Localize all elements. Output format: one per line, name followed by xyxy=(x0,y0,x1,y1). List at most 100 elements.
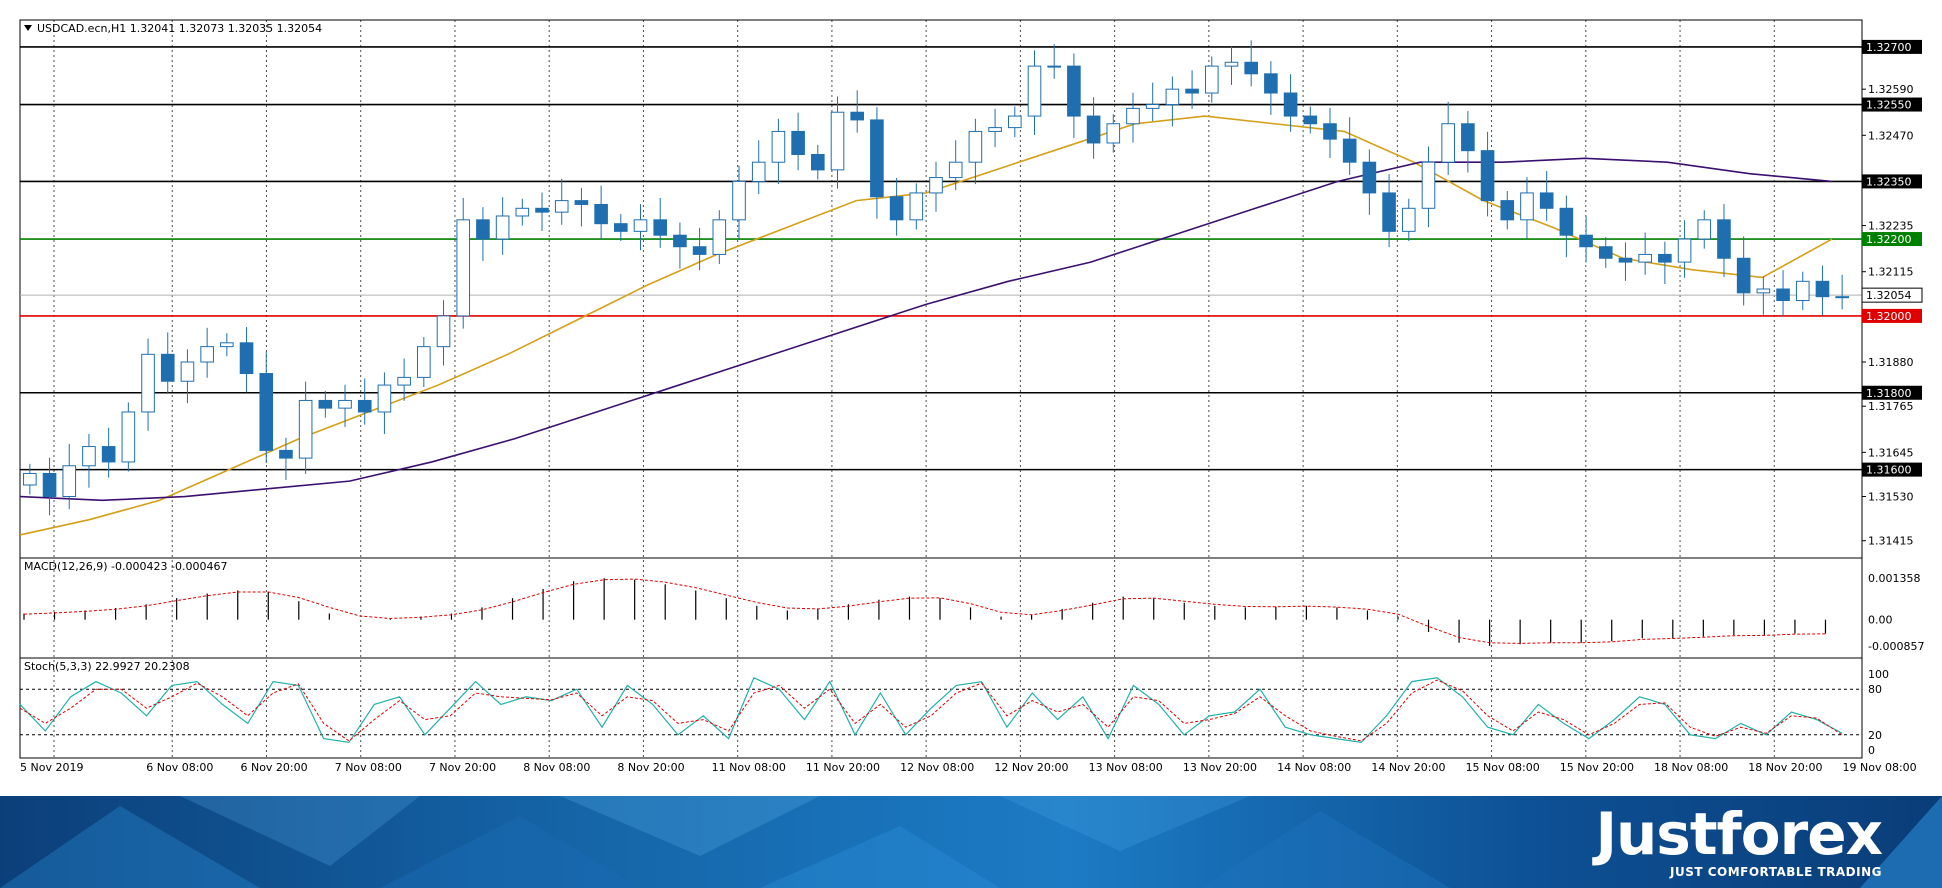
macd-label: MACD(12,26,9) -0.000423 -0.000467 xyxy=(24,560,227,573)
candle-up xyxy=(377,384,392,413)
candle-down xyxy=(692,246,707,255)
banner-decoration xyxy=(0,796,1942,888)
candle-up xyxy=(1401,207,1416,232)
candle-up xyxy=(1126,107,1140,125)
brand-name: Justforex xyxy=(1595,800,1883,868)
candle-up xyxy=(180,361,195,382)
candle-down xyxy=(811,154,825,171)
candle-up xyxy=(712,219,727,255)
price-tick-label: 1.32590 xyxy=(1868,83,1914,96)
time-tick-label: 19 Nov 08:00 xyxy=(1843,761,1917,774)
candle-down xyxy=(1579,234,1593,248)
candle-down xyxy=(614,223,628,232)
candle-up xyxy=(633,219,648,232)
stoch-tick-label: 100 xyxy=(1868,668,1889,681)
macd-signal-line xyxy=(23,578,1826,644)
candle-up xyxy=(1795,280,1810,302)
stoch-signal-line xyxy=(19,679,1843,742)
level-tag-label: 1.32350 xyxy=(1866,175,1912,188)
stoch-tick-label: 80 xyxy=(1868,683,1882,696)
time-tick-label: 12 Nov 08:00 xyxy=(900,761,974,774)
candle-up xyxy=(1638,253,1652,263)
candle-down xyxy=(870,119,884,198)
candle-down xyxy=(1539,192,1554,209)
candle-down xyxy=(1342,138,1357,163)
vertical-grid xyxy=(53,20,1775,758)
candle-up xyxy=(554,200,569,213)
candle-down xyxy=(1264,73,1278,94)
candle-up xyxy=(298,399,313,459)
candle-up xyxy=(1520,192,1534,221)
stochastic-indicator: 100 80 20 0 xyxy=(19,668,1889,757)
time-tick-label: 14 Nov 20:00 xyxy=(1371,761,1445,774)
candle-down xyxy=(1382,192,1396,232)
candle-down xyxy=(1244,61,1258,75)
level-tag xyxy=(1862,385,1922,400)
candle-up xyxy=(1047,65,1061,68)
candle-up xyxy=(338,399,352,409)
candle-up xyxy=(1441,123,1455,163)
candle-up xyxy=(23,472,37,486)
candle-down xyxy=(42,472,57,498)
candle-up xyxy=(1165,88,1180,106)
macd-tick-label: 0.00 xyxy=(1868,614,1893,627)
price-tick-labels: 1.32590 1.32470 1.32235 1.32115 1.31880 1.317… xyxy=(1862,83,1914,548)
candle-down xyxy=(1086,115,1101,144)
brand-banner xyxy=(0,796,1942,888)
time-tick-label: 13 Nov 20:00 xyxy=(1183,761,1257,774)
ma-slow-line xyxy=(19,157,1833,502)
candle-down xyxy=(889,196,904,221)
stoch-panel xyxy=(19,657,1863,759)
candle-up xyxy=(948,161,963,179)
level-tag xyxy=(1862,97,1922,112)
stoch-main-line xyxy=(19,676,1843,744)
level-tag xyxy=(1862,232,1922,247)
price-tick-label: 1.31415 xyxy=(1868,535,1914,548)
candle-down xyxy=(259,373,274,451)
level-tag-label: 1.31600 xyxy=(1866,464,1912,477)
brand-logo: Justforex JUST COMFORTABLE TRADING xyxy=(1595,796,1883,888)
candle-down xyxy=(1618,257,1633,263)
level-tag xyxy=(1862,174,1922,189)
candle-down xyxy=(1303,115,1318,125)
time-axis: 5 Nov 2019 6 Nov 08:00 6 Nov 20:00 7 Nov 08… xyxy=(20,761,1917,774)
candle-up xyxy=(1756,288,1771,294)
candle-up xyxy=(732,180,746,221)
macd-tick-label: -0.000857 xyxy=(1868,640,1924,653)
candle-up xyxy=(220,342,234,348)
candle-down xyxy=(535,207,549,213)
candle-down xyxy=(1283,92,1298,117)
candle-down xyxy=(1717,219,1731,259)
level-tag-label: 1.32000 xyxy=(1866,310,1912,323)
main-price-panel xyxy=(19,19,1863,559)
level-tag xyxy=(1862,308,1922,323)
macd-tick-label: 0.001358 xyxy=(1868,572,1921,585)
candle-up xyxy=(1421,161,1436,209)
price-tick-label: 1.32115 xyxy=(1868,266,1914,279)
dropdown-triangle-icon[interactable] xyxy=(24,25,32,31)
candle-down xyxy=(1559,207,1574,236)
candle-down xyxy=(673,234,687,248)
candle-down xyxy=(1461,123,1475,152)
time-tick-label: 7 Nov 08:00 xyxy=(335,761,402,774)
price-tick-label: 1.31880 xyxy=(1868,356,1914,369)
candle-up xyxy=(1224,61,1239,67)
current-price-label: 1.32054 xyxy=(1866,289,1912,302)
candle-up xyxy=(988,127,1002,132)
candle-up xyxy=(1835,296,1849,299)
time-tick-label: 14 Nov 08:00 xyxy=(1277,761,1351,774)
candle-up xyxy=(495,215,510,240)
candle-up xyxy=(909,192,924,221)
price-tick-label: 1.32235 xyxy=(1868,220,1914,233)
horizontal-levels: 1.32700 1.32550 1.32350 1.32200 1.32000 1.318… xyxy=(20,39,1923,477)
candle-up xyxy=(62,465,77,498)
candle-down xyxy=(476,219,490,240)
time-tick-label: 15 Nov 20:00 xyxy=(1560,761,1634,774)
candle-up xyxy=(1697,219,1712,240)
chart-area: 1.32700 1.32550 1.32350 1.32200 1.32000 1.318… xyxy=(19,19,1925,774)
candle-up xyxy=(417,346,431,378)
candle-down xyxy=(1362,161,1377,194)
stoch-label: Stoch(5,3,3) 22.9927 20.2308 xyxy=(24,660,190,673)
time-tick-label: 15 Nov 08:00 xyxy=(1466,761,1540,774)
time-tick-label: 8 Nov 20:00 xyxy=(617,761,684,774)
